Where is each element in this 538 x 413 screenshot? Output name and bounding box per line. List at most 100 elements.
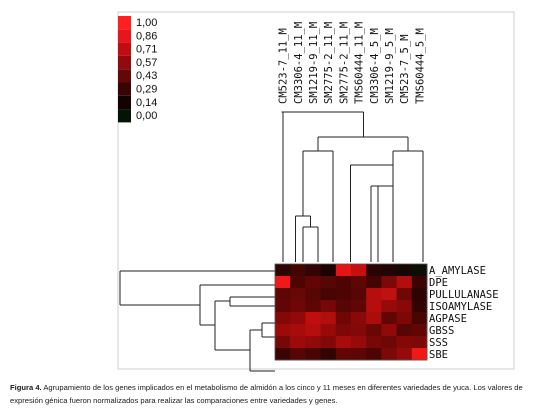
gene-labels: A_AMYLASEDPEPULLULANASEISOAMYLASEAGPASEG… [429, 265, 499, 361]
heatmap-cell [366, 288, 382, 301]
heatmap-cell [396, 300, 413, 313]
heatmap-cell [396, 336, 413, 349]
heatmap-cell [411, 312, 428, 325]
legend-label: 0,57 [136, 57, 157, 69]
gene-label: SBE [429, 349, 448, 361]
legend-label: 1,00 [136, 17, 157, 29]
heatmap-cell [320, 348, 337, 361]
row-dendrogram [119, 270, 275, 372]
heatmap-cell [305, 288, 321, 301]
heatmap-cell [305, 312, 321, 325]
heatmap-cell [351, 276, 367, 289]
gene-label: PULLULANASE [429, 289, 499, 301]
heatmap-cell [320, 324, 337, 337]
heatmap-cell [335, 312, 352, 325]
heatmap-cell [335, 288, 352, 301]
heatmap-cell [320, 288, 337, 301]
sample-label: TMS60444_5_M [414, 28, 426, 104]
gene-label: SSS [429, 337, 448, 349]
heatmap-cell [381, 288, 397, 301]
figure-caption: Figura 4. Agrupamiento de los genes impl… [10, 381, 535, 407]
heatmap-cell [366, 336, 382, 349]
heatmap-cell [305, 348, 321, 361]
heatmap-cell [275, 300, 291, 313]
heatmap-cell [381, 348, 397, 361]
heatmap-cell [381, 300, 397, 313]
heatmap-cell [396, 276, 413, 289]
heatmap-cell [411, 324, 428, 337]
heatmap-cell [411, 288, 428, 301]
heatmap-cell [335, 348, 352, 361]
heatmap-cell [275, 336, 291, 349]
heatmap-cell [411, 276, 428, 289]
heatmap-cell [351, 336, 367, 349]
legend-label: 0,86 [136, 30, 157, 42]
heatmap-cell [366, 312, 382, 325]
sample-labels: CM523-7_11_M CM3306-4_11_M SM1219-9_11_M SM… [278, 22, 427, 104]
heatmap-cell [366, 300, 382, 313]
heatmap-cell [381, 312, 397, 325]
heatmap-cell [366, 276, 382, 289]
heatmap-cell [305, 324, 321, 337]
legend-swatch [118, 55, 131, 70]
heatmap-cell [290, 264, 306, 277]
heatmap-cell [381, 264, 397, 277]
sample-label: CM523-7_5_M [399, 34, 411, 104]
heatmap-cell [351, 264, 367, 277]
sample-label: CM3306-4_5_M [369, 28, 381, 104]
heatmap-cell [411, 300, 428, 313]
heatmap-cell [275, 348, 291, 361]
heatmap-cell [381, 276, 397, 289]
heatmap-cell [396, 348, 413, 361]
heatmap-cell [275, 312, 291, 325]
heatmap-cell [396, 264, 413, 277]
heatmap-cell [381, 336, 397, 349]
heatmap-cell [290, 348, 306, 361]
legend-swatch [118, 82, 131, 96]
heatmap-cell [335, 276, 352, 289]
legend-label: 0,71 [136, 44, 157, 56]
heatmap-cell [275, 264, 291, 277]
heatmap-cell [396, 312, 413, 325]
legend-swatch [118, 29, 131, 43]
heatmap-cell [396, 288, 413, 301]
heatmap-cell [320, 336, 337, 349]
heatmap-cell [335, 336, 352, 349]
heatmap-cell [320, 276, 337, 289]
sample-label: CM3306-4_11_M [293, 22, 305, 104]
heatmap-cell [411, 336, 428, 349]
heatmap-cell [305, 336, 321, 349]
gene-label: AGPASE [429, 313, 467, 325]
heatmap-cell [290, 312, 306, 325]
plot-frame [117, 11, 515, 370]
heatmap-cell [275, 288, 291, 301]
caption-text: Agrupamiento de los genes implicados en … [10, 383, 523, 405]
heatmap-cell [290, 300, 306, 313]
heatmap-cell [351, 312, 367, 325]
heatmap-cell [351, 300, 367, 313]
heatmap-cell [366, 324, 382, 337]
heatmap-cell [351, 348, 367, 361]
sample-label: TMS60444_11_M [354, 22, 366, 104]
gene-label: ISOAMYLASE [429, 301, 492, 313]
heatmap-grid [274, 263, 428, 361]
sample-label: SM2775-2_11_M [338, 22, 350, 104]
column-dendrogram [281, 111, 424, 262]
heatmap-cell [290, 324, 306, 337]
heatmap-cell [290, 336, 306, 349]
heatmap-cell [275, 324, 291, 337]
color-legend: 1,000,86 0,710,570,43 0,290,140,00 [118, 16, 157, 123]
heatmap-figure: 1,000,86 0,710,570,43 0,290,140,00 CM523-7… [117, 11, 515, 372]
heatmap-cell [275, 276, 291, 289]
heatmap-cell [320, 300, 337, 313]
legend-label: 0,00 [136, 110, 157, 122]
heatmap-cell [411, 264, 428, 277]
heatmap-cell [320, 312, 337, 325]
caption-label: Figura 4. [10, 383, 42, 392]
heatmap-cell [381, 324, 397, 337]
legend-swatch [118, 42, 131, 56]
heatmap-cell [335, 300, 352, 313]
heatmap-cell [351, 324, 367, 337]
heatmap-border [274, 263, 428, 361]
heatmap-cell [305, 300, 321, 313]
